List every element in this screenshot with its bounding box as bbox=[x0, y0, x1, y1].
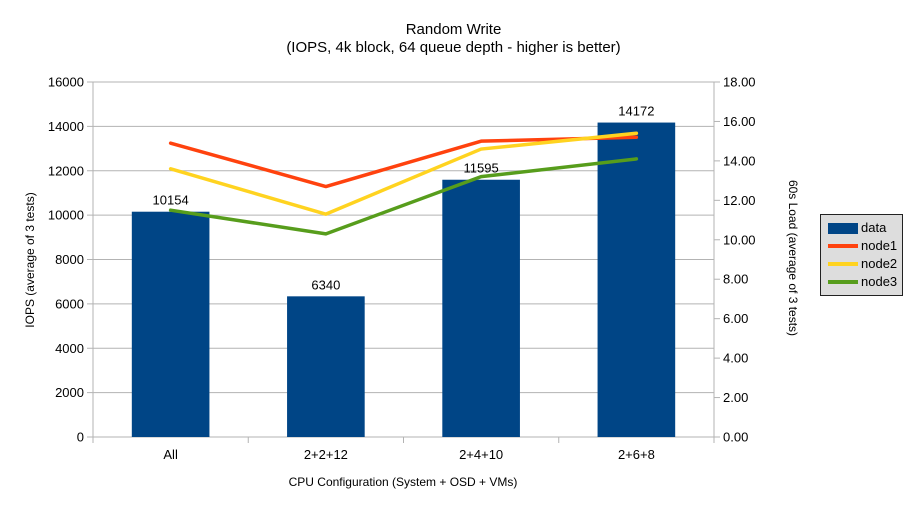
line-node1 bbox=[168, 135, 639, 189]
legend-swatch-node1 bbox=[828, 244, 858, 248]
left-axis-tick-label: 10000 bbox=[48, 208, 84, 223]
x-axis-title: CPU Configuration (System + OSD + VMs) bbox=[288, 475, 518, 489]
legend-label-node3: node3 bbox=[861, 274, 898, 289]
right-axis-tick-label: 10.00 bbox=[723, 232, 756, 247]
line-node2 bbox=[168, 131, 639, 216]
chart-title: Random Write bbox=[405, 21, 502, 38]
right-axis-tick-label: 14.00 bbox=[723, 153, 756, 168]
legend: data node1 node2 node3 bbox=[820, 214, 903, 296]
bar-value-label: 14172 bbox=[618, 104, 654, 119]
bar bbox=[287, 296, 365, 437]
chart-subtitle: (IOPS, 4k block, 64 queue depth - higher… bbox=[286, 39, 621, 56]
bar-value-label: 10154 bbox=[153, 193, 189, 208]
right-axis-tick-label: 4.00 bbox=[723, 351, 748, 366]
right-axis-tick-label: 6.00 bbox=[723, 311, 748, 326]
category-label: 2+2+12 bbox=[304, 447, 348, 462]
left-axis-tick-label: 4000 bbox=[55, 341, 84, 356]
right-axis-tick-label: 0.00 bbox=[723, 430, 748, 445]
legend-item-data: data bbox=[828, 221, 900, 235]
bar-value-label: 6340 bbox=[311, 277, 340, 292]
bar-value-label: 11595 bbox=[464, 161, 499, 176]
legend-label-data: data bbox=[861, 220, 887, 235]
left-axis-tick-label: 8000 bbox=[55, 252, 84, 267]
bar bbox=[442, 179, 520, 437]
legend-item-node3: node3 bbox=[828, 275, 900, 289]
legend-label-node1: node1 bbox=[861, 238, 898, 253]
left-axis-tick-label: 14000 bbox=[48, 119, 84, 134]
line-node3 bbox=[168, 157, 639, 236]
right-axis-tick-label: 12.00 bbox=[723, 193, 756, 208]
left-axis-tick-label: 2000 bbox=[55, 385, 84, 400]
left-axis-title: IOPS (average of 3 tests) bbox=[23, 192, 37, 328]
right-axis-tick-label: 8.00 bbox=[723, 272, 748, 287]
legend-item-node2: node2 bbox=[828, 257, 900, 271]
left-axis-tick-label: 16000 bbox=[48, 75, 84, 90]
legend-item-node1: node1 bbox=[828, 239, 900, 253]
right-axis-tick-label: 18.00 bbox=[723, 75, 756, 90]
legend-swatch-node2 bbox=[828, 262, 858, 266]
category-label: All bbox=[163, 447, 178, 462]
left-axis-tick-label: 0 bbox=[77, 430, 84, 445]
category-label: 2+6+8 bbox=[618, 447, 655, 462]
legend-swatch-node3 bbox=[828, 280, 858, 284]
bar bbox=[597, 122, 676, 437]
right-axis-tick-label: 16.00 bbox=[723, 114, 756, 129]
left-axis-tick-label: 6000 bbox=[55, 296, 84, 311]
legend-label-node2: node2 bbox=[861, 256, 898, 271]
right-axis-tick-label: 2.00 bbox=[723, 390, 748, 405]
legend-swatch-data bbox=[828, 222, 858, 234]
right-axis-title: 60s Load (average of 3 tests) bbox=[786, 179, 800, 337]
category-label: 2+4+10 bbox=[459, 447, 503, 462]
bar bbox=[131, 211, 210, 437]
left-axis-tick-label: 12000 bbox=[48, 163, 84, 178]
